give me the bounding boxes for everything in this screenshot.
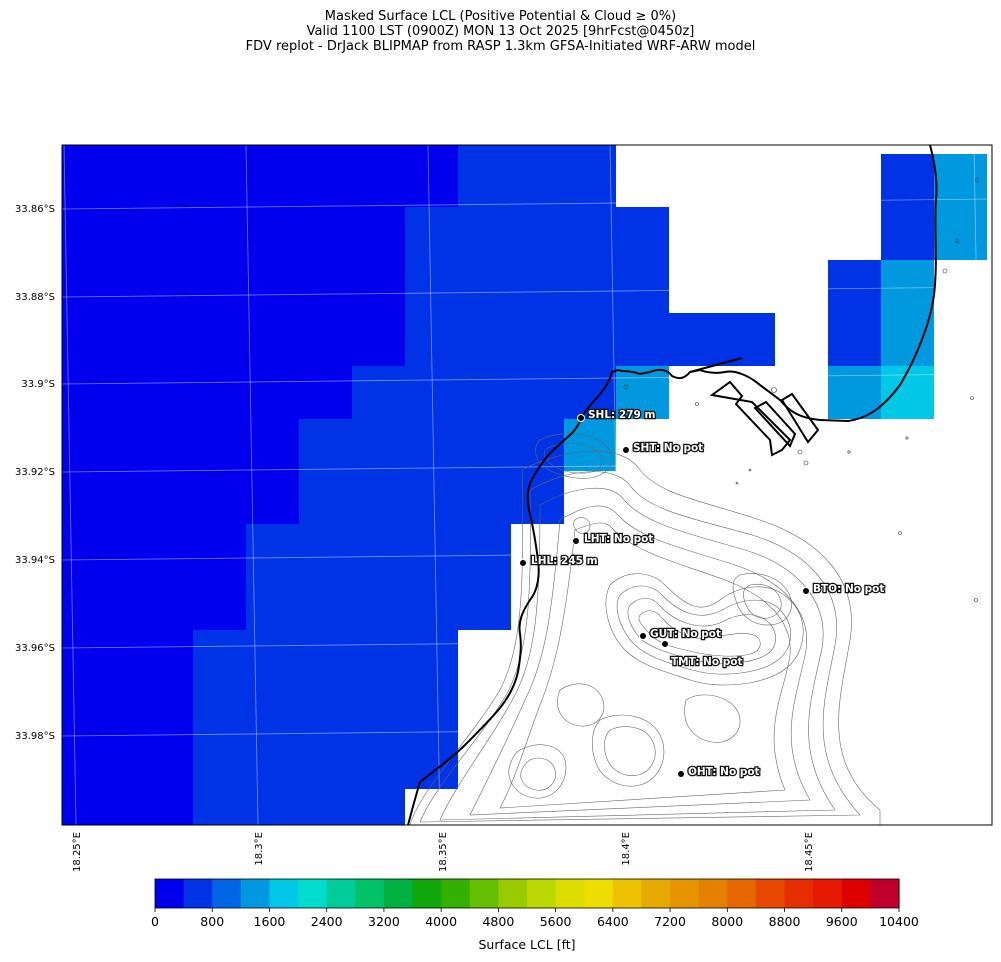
colorbar-swatches bbox=[155, 879, 900, 908]
station-shl-label: SHL: 279 m bbox=[588, 409, 655, 421]
colorbar-tick-label: 2400 bbox=[311, 914, 343, 929]
colorbar-swatch bbox=[727, 879, 757, 908]
colorbar-swatch bbox=[841, 879, 871, 908]
lon-tick-label: 18.4°E bbox=[621, 832, 632, 866]
colorbar-swatch bbox=[326, 879, 356, 908]
lcl-cell-ne-4 bbox=[881, 260, 934, 366]
colorbar-tick-label: 800 bbox=[200, 914, 224, 929]
colorbar-swatch bbox=[755, 879, 786, 908]
lon-tick-label: 18.25°E bbox=[72, 832, 83, 872]
colorbar-tick-label: 3200 bbox=[368, 914, 400, 929]
colorbar-swatch bbox=[298, 879, 328, 908]
colorbar-swatch bbox=[469, 879, 499, 908]
map-frame bbox=[61, 144, 993, 826]
lat-tick-label: 33.88°S bbox=[15, 292, 55, 303]
colorbar-swatch bbox=[269, 879, 299, 908]
colorbar-swatch bbox=[870, 879, 900, 908]
lcl-cell-shl bbox=[564, 366, 616, 419]
graticule bbox=[62, 145, 992, 825]
station-oht-label: OHT: No pot bbox=[688, 766, 760, 778]
station-sht-marker bbox=[622, 446, 630, 454]
colorbar-frame bbox=[154, 878, 900, 909]
colorbar-swatch bbox=[412, 879, 442, 908]
colorbar-tick-label: 9600 bbox=[826, 914, 858, 929]
colorbar-swatch bbox=[698, 879, 728, 908]
station-oht-marker bbox=[677, 770, 685, 778]
colorbar-tick-label: 1600 bbox=[254, 914, 286, 929]
colorbar-tick-label: 0 bbox=[151, 914, 159, 929]
colorbar-tick-label: 8800 bbox=[769, 914, 801, 929]
lcl-cell-1600-b bbox=[616, 366, 669, 419]
colorbar-swatch bbox=[212, 879, 242, 908]
lat-tick-label: 33.96°S bbox=[15, 643, 55, 654]
colorbar-swatch bbox=[240, 879, 271, 908]
lcl-cell-ne-6 bbox=[881, 366, 934, 419]
map-title-line-2: Valid 1100 LST (0900Z) MON 13 Oct 2025 [… bbox=[306, 24, 695, 39]
station-tmt-marker bbox=[661, 640, 669, 648]
lon-tick-label: 18.45°E bbox=[804, 832, 815, 872]
colorbar-swatch bbox=[155, 879, 185, 908]
lat-tick-label: 33.86°S bbox=[15, 204, 55, 215]
lcl-cells-800 bbox=[193, 145, 775, 825]
colorbar-tick-label: 5600 bbox=[540, 914, 572, 929]
colorbar-swatch bbox=[555, 879, 585, 908]
lcl-cell-ne-3 bbox=[828, 260, 881, 366]
station-gut-label: GUT: No pot bbox=[650, 628, 721, 640]
lat-tick-label: 33.92°S bbox=[15, 467, 55, 478]
colorbar-swatch bbox=[641, 879, 671, 908]
colorbar-swatch bbox=[670, 879, 700, 908]
lat-tick-label: 33.98°S bbox=[15, 731, 55, 742]
colorbar-swatch bbox=[584, 879, 614, 908]
colorbar-ticks: 0 800 1600 2400 3200 4000 4800 5600 6400 7200 8000… bbox=[151, 908, 919, 929]
colorbar-tick-label: 7200 bbox=[654, 914, 686, 929]
colorbar-tick-label: 8000 bbox=[711, 914, 743, 929]
colorbar-tick-label: 4000 bbox=[425, 914, 457, 929]
terrain-contours bbox=[409, 433, 881, 825]
lon-tick-label: 18.35°E bbox=[438, 832, 449, 872]
colorbar-swatch bbox=[813, 879, 843, 908]
small-rocks bbox=[623, 178, 979, 602]
colorbar-title: Surface LCL [ft] bbox=[478, 937, 575, 952]
station-shl-marker bbox=[577, 414, 585, 422]
station-bto-marker bbox=[802, 587, 810, 595]
longitude-axis: 18.25°E 18.3°E 18.35°E 18.4°E 18.45°E bbox=[72, 832, 815, 872]
lon-tick-label: 18.3°E bbox=[254, 832, 265, 866]
map-title-line-1: Masked Surface LCL (Positive Potential &… bbox=[324, 9, 677, 24]
lat-tick-label: 33.9°S bbox=[21, 379, 55, 390]
station-lhl-label: LHL: 245 m bbox=[531, 555, 598, 567]
lcl-cell-1600-a bbox=[564, 419, 616, 471]
lcl-field: SHL: 279 m SHT: No pot LHT: No pot LHL: … bbox=[62, 145, 992, 825]
colorbar: 0 800 1600 2400 3200 4000 4800 5600 6400 7200 8000… bbox=[151, 878, 919, 952]
station-lht-label: LHT: No pot bbox=[584, 533, 653, 545]
colorbar-tick-label: 10400 bbox=[879, 914, 919, 929]
station-sht-label: SHT: No pot bbox=[633, 442, 703, 454]
map-title-line-3: FDV replot - DrJack BLIPMAP from RASP 1.… bbox=[245, 39, 756, 54]
latitude-axis: 33.86°S 33.88°S 33.9°S 33.92°S 33.94°S 3… bbox=[15, 204, 55, 742]
colorbar-swatch bbox=[784, 879, 814, 908]
colorbar-swatch bbox=[612, 879, 643, 908]
colorbar-tick-label: 4800 bbox=[482, 914, 514, 929]
colorbar-swatch bbox=[383, 879, 414, 908]
station-markers: SHL: 279 m SHT: No pot LHT: No pot LHL: … bbox=[519, 408, 886, 779]
station-tmt-label: TMT: No pot bbox=[671, 656, 742, 668]
station-gut-marker bbox=[639, 632, 647, 640]
lat-tick-label: 33.94°S bbox=[15, 555, 55, 566]
lcl-cells-400 bbox=[62, 145, 458, 825]
colorbar-swatch bbox=[355, 879, 385, 908]
lcl-cell-ne-1 bbox=[881, 154, 934, 260]
colorbar-swatch bbox=[441, 879, 471, 908]
colorbar-tick-label: 6400 bbox=[597, 914, 629, 929]
coastline bbox=[407, 145, 938, 825]
station-lhl-marker bbox=[519, 559, 527, 567]
lcl-cell-ne-5 bbox=[828, 366, 881, 419]
colorbar-swatch bbox=[527, 879, 557, 908]
harbour-breakwater bbox=[689, 357, 820, 457]
colorbar-swatch bbox=[183, 879, 213, 908]
station-lht-marker bbox=[572, 537, 580, 545]
colorbar-swatch bbox=[498, 879, 528, 908]
lcl-cell-ne-2 bbox=[934, 154, 987, 260]
station-bto-label: BTO: No pot bbox=[813, 583, 884, 595]
